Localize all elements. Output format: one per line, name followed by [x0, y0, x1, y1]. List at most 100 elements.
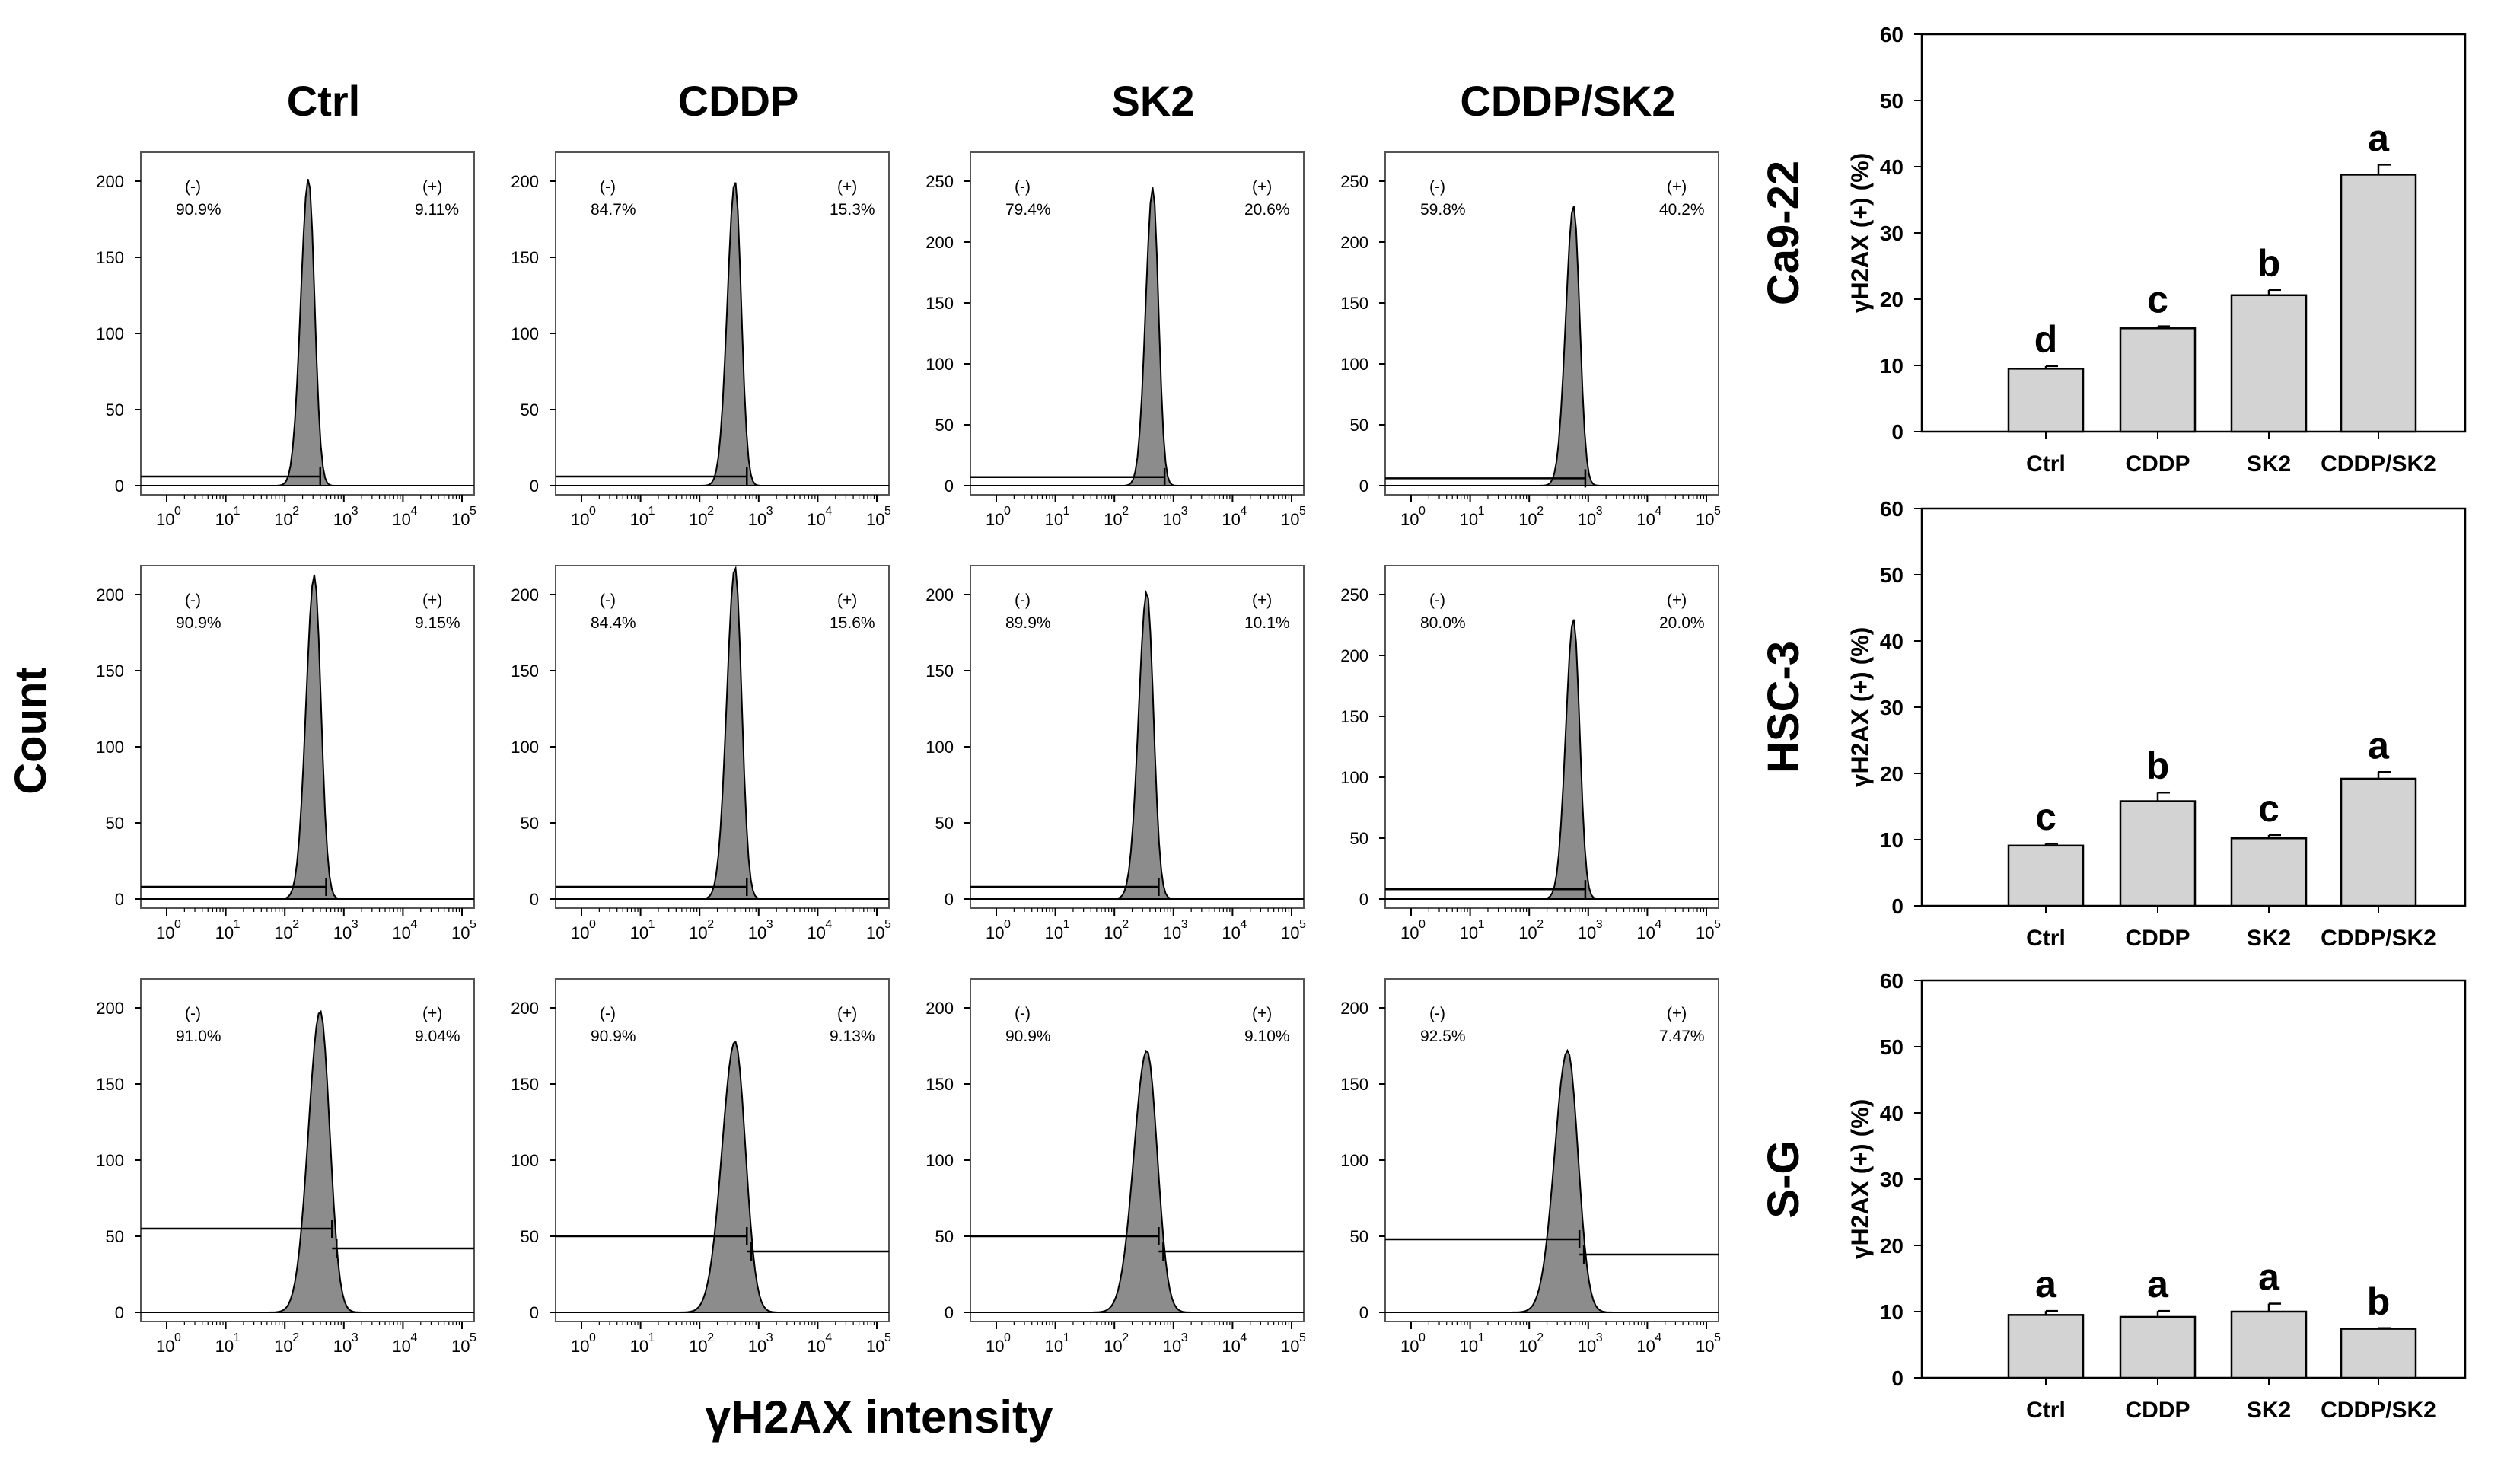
x-tick-exponent: 5 — [1299, 505, 1306, 518]
pos-percent: 9.04% — [415, 1028, 460, 1045]
category-label: SK2 — [2247, 451, 2291, 477]
x-tick-exponent: 2 — [1122, 918, 1129, 931]
bar-charts: 0 10 20 30 40 50 60 γH2AX (+) (%) Ca9-22 d Ctrl c CD… — [1759, 23, 2467, 1423]
x-tick-label: 10 — [1460, 510, 1478, 529]
bar — [2007, 844, 2085, 907]
pos-percent: 15.3% — [830, 201, 875, 218]
y-tick-label: 100 — [925, 355, 954, 374]
x-tick-label: 10 — [866, 510, 884, 529]
histogram-curve — [1429, 619, 1689, 900]
x-tick-label: 10 — [986, 923, 1004, 942]
y-tick-label: 10 — [1880, 1300, 1904, 1324]
category-label: CDDP — [2125, 1398, 2190, 1423]
neg-gate-label: (-) — [1429, 591, 1445, 609]
x-tick-label: 10 — [807, 1337, 825, 1356]
x-tick-exponent: 4 — [1655, 1331, 1661, 1344]
x-tick-exponent: 3 — [766, 505, 773, 518]
pos-gate-label: (+) — [837, 591, 857, 609]
x-tick-label: 10 — [748, 1337, 766, 1356]
pos-percent: 9.15% — [415, 614, 460, 632]
x-tick-exponent: 5 — [1299, 1331, 1306, 1344]
x-tick-label: 10 — [215, 1337, 234, 1356]
y-tick-label: 0 — [945, 477, 954, 496]
x-tick-label: 10 — [1518, 1337, 1537, 1356]
y-tick-label: 0 — [1891, 894, 1904, 918]
y-tick-label: 60 — [1880, 497, 1904, 521]
x-tick-label: 10 — [156, 510, 174, 529]
x-tick-label: 10 — [630, 923, 648, 942]
x-tick-label: 10 — [1696, 1337, 1714, 1356]
x-tick-exponent: 1 — [234, 918, 241, 931]
y-tick-label: 10 — [1880, 354, 1904, 378]
neg-percent: 80.0% — [1420, 614, 1466, 632]
x-tick-exponent: 1 — [1063, 505, 1070, 518]
significance-letter: c — [2035, 795, 2056, 838]
x-tick-exponent: 1 — [1478, 1331, 1485, 1344]
x-tick-label: 10 — [866, 923, 884, 942]
y-tick-label: 100 — [511, 324, 539, 343]
bar — [2007, 368, 2085, 433]
category-label: CDDP — [2125, 926, 2190, 951]
y-tick-label: 30 — [1880, 222, 1904, 245]
x-tick-exponent: 0 — [1419, 505, 1426, 518]
neg-percent: 90.9% — [591, 1028, 636, 1045]
x-tick-exponent: 4 — [410, 1331, 417, 1344]
x-tick-label: 10 — [451, 510, 470, 529]
pos-gate-label: (+) — [1667, 1005, 1687, 1022]
y-tick-label: 100 — [511, 1151, 539, 1170]
x-tick-label: 10 — [1281, 923, 1299, 942]
x-tick-exponent: 2 — [1122, 505, 1129, 518]
x-tick-label: 10 — [1696, 510, 1714, 529]
y-tick-label: 50 — [1350, 416, 1368, 435]
neg-percent: 90.9% — [176, 614, 221, 632]
y-tick-label: 0 — [1359, 1303, 1368, 1322]
x-tick-label: 10 — [274, 923, 292, 942]
condition-header: SK2 — [1112, 77, 1195, 125]
x-tick-exponent: 2 — [707, 918, 714, 931]
pos-gate-label: (+) — [837, 1005, 857, 1022]
x-tick-exponent: 3 — [1596, 505, 1603, 518]
category-label: Ctrl — [2026, 1398, 2066, 1423]
x-tick-label: 10 — [392, 923, 410, 942]
y-tick-label: 0 — [115, 1303, 124, 1322]
y-tick-label: 250 — [1340, 585, 1368, 604]
x-tick-label: 10 — [630, 510, 648, 529]
condition-header: CDDP/SK2 — [1460, 77, 1675, 125]
x-tick-exponent: 3 — [1181, 1331, 1188, 1344]
histogram-frame — [140, 565, 475, 909]
histogram-curve — [1014, 589, 1274, 900]
neg-percent: 90.9% — [176, 201, 221, 218]
histogram-curve — [1429, 206, 1689, 486]
x-tick-label: 10 — [1281, 1337, 1299, 1356]
bar-chart: 0 10 20 30 40 50 60 γH2AX (+) (%) Ca9-22 d Ctrl c CD… — [1759, 23, 2467, 477]
neg-percent: 84.7% — [591, 201, 636, 218]
x-tick-exponent: 2 — [1537, 1331, 1544, 1344]
x-tick-exponent: 3 — [352, 1331, 358, 1344]
y-tick-label: 150 — [511, 1075, 539, 1094]
intensity-axis-label: γH2AX intensity — [706, 1392, 1053, 1443]
pos-percent: 20.6% — [1244, 201, 1290, 218]
x-tick-label: 10 — [333, 510, 352, 529]
histogram-frame — [555, 978, 890, 1322]
x-tick-label: 10 — [689, 923, 707, 942]
x-tick-exponent: 0 — [1419, 918, 1426, 931]
significance-letter: c — [2147, 279, 2168, 321]
x-tick-label: 10 — [571, 510, 589, 529]
y-tick-label: 50 — [1350, 1227, 1368, 1246]
histogram-curve — [599, 1040, 859, 1313]
x-tick-exponent: 2 — [707, 1331, 714, 1344]
y-tick-label: 0 — [530, 890, 539, 909]
bar-chart: 0 10 20 30 40 50 60 γH2AX (+) (%) HSC-3 c Ctrl b CDD… — [1759, 497, 2467, 951]
bar — [2119, 327, 2197, 433]
y-tick-label: 50 — [106, 1227, 124, 1246]
pos-percent: 9.10% — [1244, 1028, 1290, 1045]
x-tick-exponent: 3 — [1181, 918, 1188, 931]
y-tick-label: 50 — [521, 400, 539, 419]
pos-gate-label: (+) — [1252, 178, 1272, 196]
y-tick-label: 20 — [1880, 288, 1904, 311]
